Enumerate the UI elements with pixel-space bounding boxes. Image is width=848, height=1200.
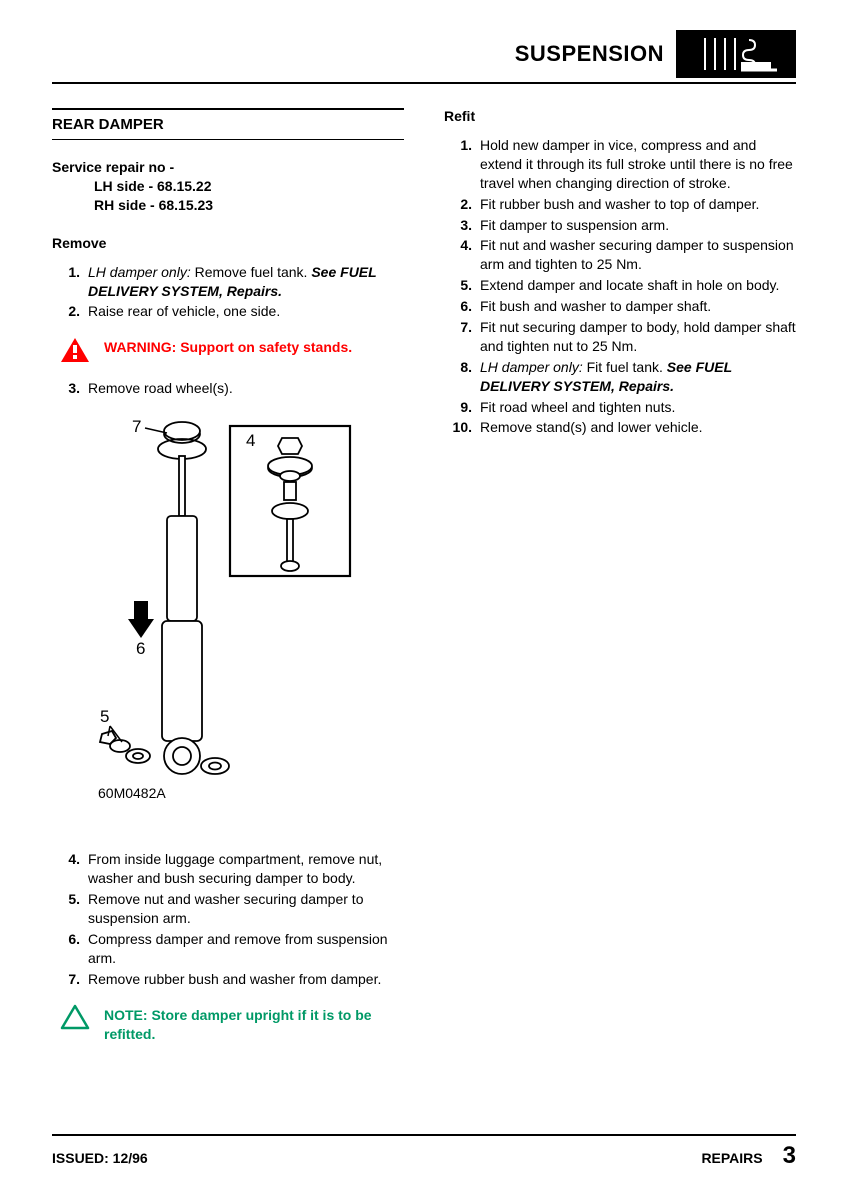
service-lh: LH side - 68.15.22 — [52, 177, 404, 196]
remove-step-1-prefix: LH damper only: — [88, 264, 191, 280]
service-rh: RH side - 68.15.23 — [52, 196, 404, 215]
remove-label: Remove — [52, 235, 404, 251]
subhead-rule-bottom — [52, 139, 404, 140]
callout-4: 4 — [246, 431, 255, 450]
page-header: SUSPENSION — [52, 30, 796, 78]
remove-step-6: Compress damper and remove from suspensi… — [52, 930, 404, 968]
refit-step-3: Fit damper to suspension arm. — [444, 216, 796, 235]
refit-steps: Hold new damper in vice, compress and an… — [444, 136, 796, 437]
footer-issued: ISSUED: 12/96 — [52, 1150, 148, 1166]
footer-page: 3 — [783, 1142, 796, 1170]
remove-steps-3: Remove road wheel(s). — [52, 379, 404, 398]
footer-rule — [52, 1134, 796, 1136]
remove-step-5: Remove nut and washer securing damper to… — [52, 890, 404, 928]
refit-step-2: Fit rubber bush and washer to top of dam… — [444, 195, 796, 214]
remove-step-2: Raise rear of vehicle, one side. — [52, 302, 404, 321]
refit-step-4: Fit nut and washer securing damper to su… — [444, 236, 796, 274]
refit-label: Refit — [444, 108, 796, 124]
refit-step-9: Fit road wheel and tighten nuts. — [444, 398, 796, 417]
refit-step-8: LH damper only: Fit fuel tank. See FUEL … — [444, 358, 796, 396]
remove-step-1-mid: Remove fuel tank. — [191, 264, 312, 280]
callout-7: 7 — [132, 417, 141, 436]
header-rule — [52, 82, 796, 84]
right-column: Refit Hold new damper in vice, compress … — [444, 108, 796, 1060]
warning-row: WARNING: Support on safety stands. — [60, 337, 404, 363]
refit-step-8-prefix: LH damper only: — [480, 359, 583, 375]
left-column: REAR DAMPER Service repair no - LH side … — [52, 108, 404, 1060]
rear-damper-heading: REAR DAMPER — [52, 116, 404, 133]
remove-steps-1-2: LH damper only: Remove fuel tank. See FU… — [52, 263, 404, 322]
page-footer: ISSUED: 12/96 REPAIRS 3 — [52, 1134, 796, 1170]
remove-steps-4-7: From inside luggage compartment, remove … — [52, 850, 404, 988]
section-icon — [676, 30, 796, 78]
remove-step-3: Remove road wheel(s). — [52, 379, 404, 398]
callout-5: 5 — [100, 707, 109, 726]
remove-step-4: From inside luggage compartment, remove … — [52, 850, 404, 888]
refit-step-8-mid: Fit fuel tank. — [583, 359, 667, 375]
service-repair-block: Service repair no - LH side - 68.15.22 R… — [52, 158, 404, 215]
note-triangle-icon — [60, 1004, 90, 1030]
content-columns: REAR DAMPER Service repair no - LH side … — [52, 108, 796, 1060]
refit-step-7: Fit nut securing damper to body, hold da… — [444, 318, 796, 356]
refit-step-5: Extend damper and locate shaft in hole o… — [444, 276, 796, 295]
footer-label: REPAIRS — [701, 1150, 762, 1166]
diagram-ref: 60M0482A — [98, 785, 166, 801]
warning-text: WARNING: Support on safety stands. — [104, 337, 404, 355]
subhead-rule-top — [52, 108, 404, 110]
remove-step-7: Remove rubber bush and washer from dampe… — [52, 970, 404, 989]
warning-triangle-icon — [60, 337, 90, 363]
remove-step-1: LH damper only: Remove fuel tank. See FU… — [52, 263, 404, 301]
refit-step-10: Remove stand(s) and lower vehicle. — [444, 418, 796, 437]
damper-diagram: 7 4 6 5 60M0482A — [60, 416, 404, 826]
callout-6: 6 — [136, 639, 145, 658]
service-label: Service repair no - — [52, 158, 404, 177]
section-title: SUSPENSION — [515, 41, 664, 67]
refit-step-6: Fit bush and washer to damper shaft. — [444, 297, 796, 316]
note-text: NOTE: Store damper upright if it is to b… — [104, 1004, 404, 1044]
refit-step-1: Hold new damper in vice, compress and an… — [444, 136, 796, 193]
footer-right: REPAIRS 3 — [701, 1142, 796, 1170]
note-row: NOTE: Store damper upright if it is to b… — [60, 1004, 404, 1044]
footer-row: ISSUED: 12/96 REPAIRS 3 — [52, 1142, 796, 1170]
